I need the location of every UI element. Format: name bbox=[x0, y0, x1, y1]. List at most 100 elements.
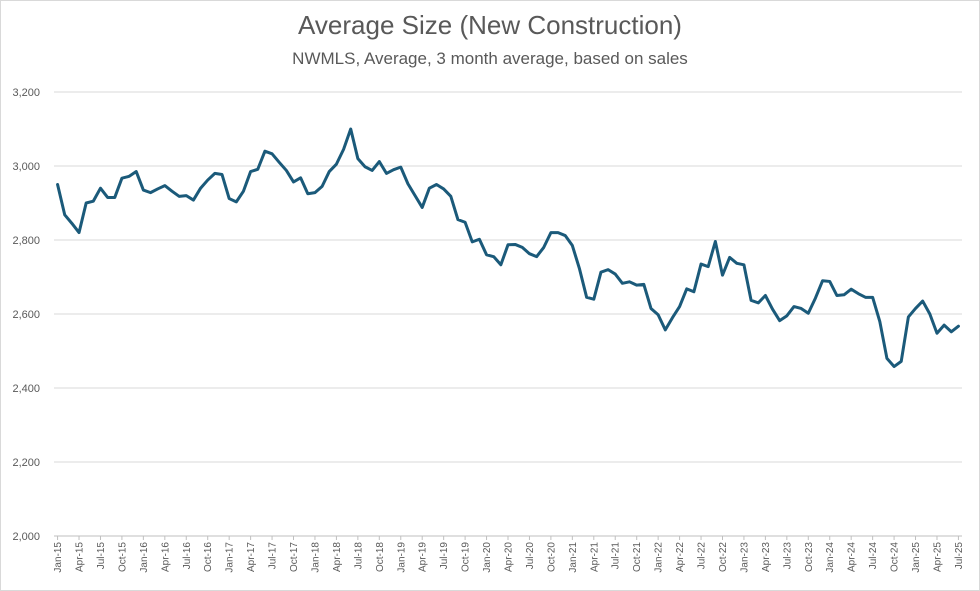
data-point bbox=[700, 263, 703, 266]
data-point bbox=[943, 324, 946, 327]
x-tick-label: Apr-17 bbox=[246, 542, 257, 572]
data-point bbox=[414, 194, 417, 197]
data-point bbox=[828, 280, 831, 283]
data-point bbox=[950, 330, 953, 333]
data-point bbox=[228, 197, 231, 200]
data-point bbox=[499, 263, 502, 266]
data-point bbox=[342, 148, 345, 151]
data-point bbox=[271, 152, 274, 155]
x-tick-label: Jul-23 bbox=[782, 542, 793, 570]
data-point bbox=[885, 357, 888, 360]
data-point bbox=[707, 265, 710, 268]
data-point bbox=[442, 187, 445, 190]
x-tick-label: Oct-20 bbox=[546, 542, 557, 572]
data-point bbox=[735, 262, 738, 265]
data-point bbox=[213, 172, 216, 175]
data-point bbox=[142, 189, 145, 192]
x-tick-label: Oct-15 bbox=[117, 542, 128, 572]
x-tick-label: Oct-17 bbox=[289, 542, 300, 572]
data-point bbox=[178, 195, 181, 198]
data-point bbox=[757, 301, 760, 304]
data-point bbox=[785, 314, 788, 317]
x-tick-label: Apr-19 bbox=[418, 542, 429, 572]
data-point bbox=[578, 267, 581, 270]
data-point bbox=[778, 319, 781, 322]
data-point bbox=[349, 128, 352, 131]
x-tick-label: Oct-23 bbox=[804, 542, 815, 572]
x-tick-label: Jul-19 bbox=[439, 542, 450, 570]
data-point bbox=[935, 332, 938, 335]
x-tick-label: Jan-24 bbox=[825, 542, 836, 573]
data-point bbox=[263, 150, 266, 153]
data-point bbox=[714, 240, 717, 243]
data-point bbox=[249, 170, 252, 173]
x-tick-label: Jan-19 bbox=[396, 542, 407, 573]
x-tick-label: Apr-18 bbox=[332, 542, 343, 572]
data-point bbox=[135, 170, 138, 173]
data-point bbox=[163, 184, 166, 187]
data-point bbox=[893, 365, 896, 368]
data-point bbox=[571, 244, 574, 247]
data-point bbox=[478, 238, 481, 241]
data-point bbox=[471, 240, 474, 243]
data-point bbox=[428, 187, 431, 190]
data-point bbox=[199, 187, 202, 190]
data-point bbox=[335, 163, 338, 166]
data-point bbox=[549, 231, 552, 234]
data-point bbox=[821, 279, 824, 282]
x-tick-label: Jul-21 bbox=[611, 542, 622, 570]
chart-title: Average Size (New Construction) bbox=[298, 10, 682, 40]
x-tick-label: Jan-20 bbox=[482, 542, 493, 573]
data-point bbox=[92, 200, 95, 203]
data-point bbox=[671, 316, 674, 319]
x-tick-label: Jul-15 bbox=[96, 542, 107, 570]
data-point bbox=[456, 218, 459, 221]
data-point bbox=[256, 168, 259, 171]
data-point bbox=[514, 243, 517, 246]
data-point bbox=[599, 271, 602, 274]
data-point bbox=[878, 320, 881, 323]
data-point bbox=[635, 284, 638, 287]
x-tick-label: Apr-24 bbox=[847, 542, 858, 572]
x-tick-label: Jul-24 bbox=[868, 542, 879, 570]
x-tick-label: Apr-16 bbox=[160, 542, 171, 572]
data-point bbox=[449, 195, 452, 198]
data-point bbox=[85, 202, 88, 205]
data-point bbox=[56, 183, 59, 186]
x-tick-label: Apr-23 bbox=[761, 542, 772, 572]
data-point bbox=[385, 172, 388, 175]
data-point bbox=[664, 328, 667, 331]
x-tick-label: Jan-17 bbox=[225, 542, 236, 573]
x-tick-label: Apr-15 bbox=[75, 542, 86, 572]
data-point bbox=[928, 313, 931, 316]
y-tick-label: 2,200 bbox=[12, 457, 40, 469]
data-point bbox=[128, 175, 131, 178]
data-point bbox=[678, 305, 681, 308]
data-point bbox=[771, 308, 774, 311]
x-tick-label: Oct-18 bbox=[375, 542, 386, 572]
x-tick-label: Jul-22 bbox=[697, 542, 708, 570]
x-tick-label: Oct-21 bbox=[632, 542, 643, 572]
data-point bbox=[328, 170, 331, 173]
data-point bbox=[621, 282, 624, 285]
data-point bbox=[278, 161, 281, 164]
x-tick-label: Oct-16 bbox=[203, 542, 214, 572]
y-tick-label: 3,000 bbox=[12, 161, 40, 173]
data-point bbox=[113, 196, 116, 199]
x-tick-label: Jan-18 bbox=[310, 542, 321, 573]
x-tick-label: Apr-20 bbox=[504, 542, 515, 572]
data-point bbox=[628, 280, 631, 283]
x-tick-label: Jan-16 bbox=[139, 542, 150, 573]
data-point bbox=[485, 253, 488, 256]
x-tick-label: Oct-24 bbox=[890, 542, 901, 572]
data-point bbox=[435, 183, 438, 186]
x-tick-label: Jul-25 bbox=[954, 542, 965, 570]
data-point bbox=[149, 191, 152, 194]
x-tick-label: Jan-23 bbox=[739, 542, 750, 573]
data-point bbox=[321, 185, 324, 188]
data-point bbox=[864, 296, 867, 299]
data-point bbox=[614, 273, 617, 276]
data-point bbox=[206, 179, 209, 182]
data-point bbox=[235, 200, 238, 203]
data-point bbox=[843, 293, 846, 296]
